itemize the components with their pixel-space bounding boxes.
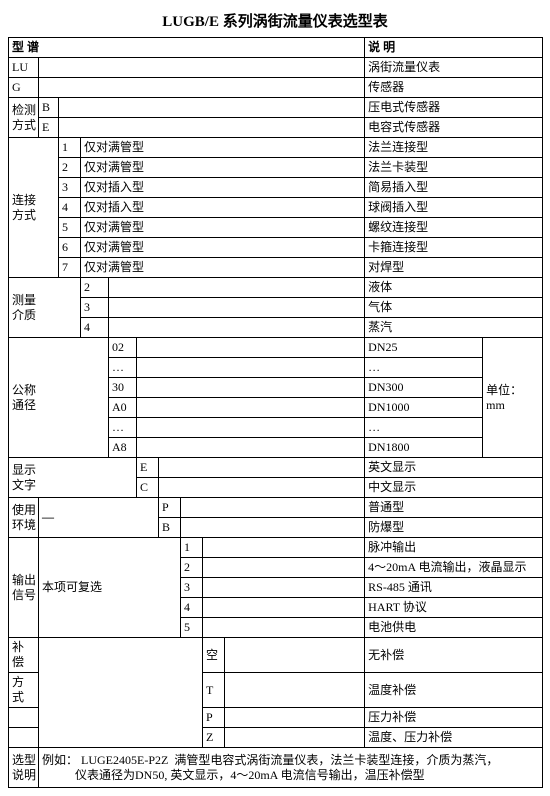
connect-note-6: 仅对满管型 (81, 258, 365, 278)
medium-desc-2: 蒸汽 (365, 318, 543, 338)
comp-code-0: 空 (203, 638, 225, 673)
comp-code-2: P (203, 708, 225, 728)
output-code-0: 1 (181, 538, 203, 558)
output-code-1: 2 (181, 558, 203, 578)
detect-desc-0: 压电式传感器 (365, 98, 543, 118)
display-desc-0: 英文显示 (365, 458, 543, 478)
output-code-2: 3 (181, 578, 203, 598)
env-desc-1: 防爆型 (365, 518, 543, 538)
connect-desc-4: 螺纹连接型 (365, 218, 543, 238)
comp-desc-3: 温度、压力补偿 (365, 728, 543, 748)
comp-code-3: Z (203, 728, 225, 748)
medium-desc-1: 气体 (365, 298, 543, 318)
display-desc-1: 中文显示 (365, 478, 543, 498)
header-desc: 说 明 (365, 38, 543, 58)
label-display: 显示 文字 (9, 458, 137, 498)
dn-desc-5: DN1800 (365, 438, 483, 458)
connect-code-5: 6 (59, 238, 81, 258)
example-text: 例如： LUGE2405E-P2Z 满管型电容式涡街流量仪表，法兰卡装型连接，介… (39, 748, 543, 788)
detect-desc-1: 电容式传感器 (365, 118, 543, 138)
output-desc-1: 4～20mA 电流输出，液晶显示 (365, 558, 543, 578)
connect-code-0: 1 (59, 138, 81, 158)
desc-lu: 涡街流量仪表 (365, 58, 543, 78)
comp-desc-0: 无补偿 (365, 638, 543, 673)
label-comp1: 补偿 (9, 638, 39, 673)
detect-code-0: B (39, 98, 59, 118)
dn-code-4: … (109, 418, 137, 438)
table-title: LUGB/E 系列涡街流量仪表选型表 (8, 10, 542, 31)
code-lu: LU (9, 58, 39, 78)
display-code-0: E (137, 458, 159, 478)
label-output: 输出 信号 (9, 538, 39, 638)
connect-desc-2: 简易插入型 (365, 178, 543, 198)
desc-g: 传感器 (365, 78, 543, 98)
output-code-4: 5 (181, 618, 203, 638)
label-env: 使用 环境 (9, 498, 39, 538)
connect-note-0: 仅对满管型 (81, 138, 365, 158)
output-desc-2: RS-485 通讯 (365, 578, 543, 598)
connect-note-5: 仅对满管型 (81, 238, 365, 258)
dn-code-3: A0 (109, 398, 137, 418)
connect-desc-3: 球阀插入型 (365, 198, 543, 218)
env-code-0: P (159, 498, 181, 518)
dn-code-2: 30 (109, 378, 137, 398)
dn-desc-2: DN300 (365, 378, 483, 398)
connect-code-6: 7 (59, 258, 81, 278)
dn-desc-1: … (365, 358, 483, 378)
label-comp2: 方式 (9, 673, 39, 708)
connect-note-2: 仅对插入型 (81, 178, 365, 198)
connect-code-2: 3 (59, 178, 81, 198)
env-dash: — (39, 498, 159, 538)
output-desc-3: HART 协议 (365, 598, 543, 618)
dn-unit: 单位：mm (483, 338, 543, 458)
medium-code-1: 3 (81, 298, 109, 318)
comp-desc-2: 压力补偿 (365, 708, 543, 728)
connect-note-3: 仅对插入型 (81, 198, 365, 218)
dn-code-5: A8 (109, 438, 137, 458)
connect-desc-5: 卡箍连接型 (365, 238, 543, 258)
selection-table: 型 谱 说 明 LU 涡街流量仪表 G 传感器 检测 方式 B 压电式传感器 E… (8, 37, 543, 788)
connect-code-3: 4 (59, 198, 81, 218)
detect-code-1: E (39, 118, 59, 138)
dn-desc-3: DN1000 (365, 398, 483, 418)
connect-desc-1: 法兰卡装型 (365, 158, 543, 178)
output-code-3: 4 (181, 598, 203, 618)
env-desc-0: 普通型 (365, 498, 543, 518)
output-note: 本项可复选 (39, 538, 181, 638)
label-connect: 连接 方式 (9, 138, 59, 278)
label-medium: 测量 介质 (9, 278, 81, 338)
connect-code-1: 2 (59, 158, 81, 178)
label-example: 选型 说明 (9, 748, 39, 788)
comp-desc-1: 温度补偿 (365, 673, 543, 708)
comp-code-1: T (203, 673, 225, 708)
code-g: G (9, 78, 39, 98)
label-dn: 公称 通径 (9, 338, 109, 458)
connect-note-4: 仅对满管型 (81, 218, 365, 238)
dn-code-1: … (109, 358, 137, 378)
label-detect: 检测 方式 (9, 98, 39, 138)
medium-code-0: 2 (81, 278, 109, 298)
dn-desc-4: … (365, 418, 483, 438)
connect-desc-6: 对焊型 (365, 258, 543, 278)
dn-code-0: 02 (109, 338, 137, 358)
output-desc-0: 脉冲输出 (365, 538, 543, 558)
dn-desc-0: DN25 (365, 338, 483, 358)
display-code-1: C (137, 478, 159, 498)
header-spectrum: 型 谱 (9, 38, 365, 58)
output-desc-4: 电池供电 (365, 618, 543, 638)
connect-note-1: 仅对满管型 (81, 158, 365, 178)
connect-code-4: 5 (59, 218, 81, 238)
env-code-1: B (159, 518, 181, 538)
medium-code-2: 4 (81, 318, 109, 338)
connect-desc-0: 法兰连接型 (365, 138, 543, 158)
medium-desc-0: 液体 (365, 278, 543, 298)
